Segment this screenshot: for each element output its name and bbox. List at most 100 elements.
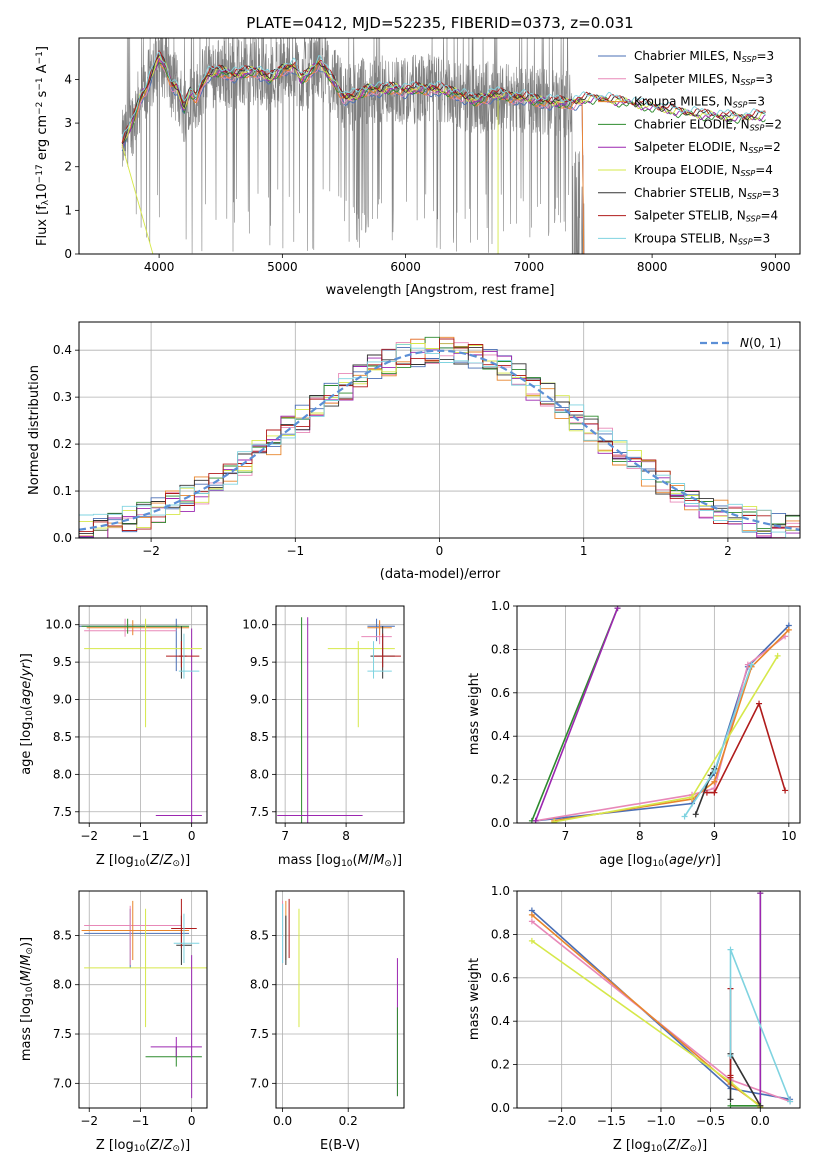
x-tick-label: −2.0 (547, 1114, 576, 1128)
y-tick-label: 2 (64, 160, 72, 174)
weight-line (554, 629, 790, 822)
x-axis-label: Z [log10(Z/Z⊙)] (96, 1138, 190, 1154)
legend-label: Kroupa ELODIE, NSSP=4 (634, 163, 773, 178)
y-tick-label: 0.6 (491, 971, 510, 985)
y-tick-label: 1.0 (491, 599, 510, 613)
x-axis-label: Z [log10(Z/Z⊙)] (613, 1138, 707, 1154)
x-tick-label: 6000 (390, 260, 421, 274)
y-axis-label: Normed distribution (27, 365, 42, 495)
figure-title: PLATE=0412, MJD=52235, FIBERID=0373, z=0… (246, 14, 633, 32)
x-tick-label: 7 (281, 829, 289, 843)
data-point (689, 793, 696, 800)
y-tick-label: 0.8 (491, 642, 510, 656)
x-tick-label: −1.0 (646, 1114, 675, 1128)
y-tick-label: 4 (64, 72, 72, 86)
axes-frame (78, 890, 208, 1109)
x-tick-label: 0.0 (273, 1114, 292, 1128)
model-line-kroupa-stelib (121, 51, 766, 138)
data-point (711, 778, 718, 785)
y-tick-label: 9.0 (250, 693, 269, 707)
y-tick-label: 0.4 (53, 343, 72, 357)
axes-frame (78, 605, 208, 824)
y-tick-label: 7.5 (53, 805, 72, 819)
y-tick-label: 1.0 (491, 884, 510, 898)
legend-label: Kroupa STELIB, NSSP=3 (634, 231, 770, 246)
weight-line (706, 701, 786, 794)
data-point (551, 818, 558, 823)
weight-line (729, 1050, 761, 1107)
axes-frame (516, 605, 801, 824)
y-tick-label: 0.4 (491, 1014, 510, 1028)
data-point (727, 946, 734, 953)
data-point (727, 1052, 734, 1059)
x-tick-label: −1 (286, 544, 304, 558)
data-point (748, 661, 755, 668)
x-tick-label: 0.0 (751, 1114, 770, 1128)
y-tick-label: 8.5 (53, 730, 72, 744)
y-tick-label: 0.0 (491, 1101, 510, 1115)
x-tick-label: −2 (80, 1114, 98, 1128)
data-spectrum-line (121, 38, 585, 254)
y-axis-label: Flux [fλ10−17 erg cm−2 s−1 A−1] (35, 46, 51, 246)
data-point (692, 811, 699, 818)
x-tick-label: 1 (580, 544, 588, 558)
weight_vs_Z-panel: −2.0 −1.5 −1.0 −0.5 0.0 0.0 0.2 0.4 0.6 0.8 1.0 Z [… (467, 884, 801, 1154)
mass_vs_EBV-plot-area (282, 898, 398, 1097)
legend-label: Kroupa MILES, NSSP=3 (634, 95, 765, 110)
data-point (528, 937, 535, 944)
x-axis-label: mass [log10(M/M⊙)] (278, 853, 402, 869)
y-tick-label: 0.2 (491, 1058, 510, 1072)
y-tick-label: 8.5 (250, 730, 269, 744)
y-tick-label: 8.0 (250, 978, 269, 992)
x-tick-label: 8 (342, 829, 350, 843)
mass_vs_Z-panel: −2 −1 0 7.0 7.5 8.0 8.5 Z [log10(Z/Z⊙)] mass [lo… (19, 890, 208, 1154)
x-tick-label: 0.2 (339, 1114, 358, 1128)
y-tick-label: 9.0 (53, 693, 72, 707)
y-tick-label: 0.1 (53, 484, 72, 498)
mass_vs_Z-plot-area (81, 898, 207, 1099)
x-tick-label: −1 (132, 1114, 150, 1128)
x-tick-label: −2 (142, 544, 160, 558)
legend-label: Salpeter STELIB, NSSP=4 (634, 209, 778, 224)
y-tick-label: 1 (64, 203, 72, 217)
legend-label: Chabrier ELODIE, NSSP=2 (634, 117, 782, 132)
x-tick-label: −0.5 (696, 1114, 725, 1128)
axes-frame (275, 605, 405, 824)
legend-label: Salpeter ELODIE, NSSP=2 (634, 140, 781, 155)
mass_vs_EBV-panel: 0.0 0.2 7.0 7.5 8.0 8.5 E(B-V) (250, 890, 405, 1153)
y-axis-label: mass weight (467, 673, 482, 755)
y-tick-label: 8.0 (250, 767, 269, 781)
y-tick-label: 0 (64, 247, 72, 261)
data-point (703, 789, 710, 796)
weight-line (534, 607, 619, 822)
y-tick-label: 8.0 (53, 767, 72, 781)
x-tick-label: 8000 (637, 260, 668, 274)
axes-frame (516, 890, 801, 1109)
y-tick-label: 0.2 (53, 437, 72, 451)
data-point (727, 1096, 734, 1103)
residuals-panel: −2 −1 0 1 2 0.0 0.1 0.2 0.3 0.4 N(0, 1) (data-model… (27, 321, 801, 582)
data-point (756, 700, 763, 707)
axes-frame (78, 37, 801, 255)
y-tick-label: 9.5 (250, 655, 269, 669)
x-tick-label: 0 (436, 544, 444, 558)
x-tick-label: −2 (80, 829, 98, 843)
axes-frame (275, 890, 405, 1109)
x-tick-label: 4000 (144, 260, 175, 274)
weight-line (531, 940, 761, 1108)
y-tick-label: 8.5 (250, 928, 269, 942)
y-tick-label: 0.8 (491, 927, 510, 941)
age_vs_Z-panel: −2 −1 0 7.5 8.0 8.5 9.0 9.5 10.0 Z [log10(Z/Z⊙)] a… (19, 605, 208, 869)
x-tick-label: 0 (188, 1114, 196, 1128)
x-tick-label: 10 (781, 829, 796, 843)
y-tick-label: 0.2 (491, 773, 510, 787)
data-point (528, 918, 535, 925)
y-tick-label: 7.5 (250, 805, 269, 819)
spectrum-plot-area (121, 38, 766, 254)
y-tick-label: 7.0 (53, 1076, 72, 1090)
data-point (711, 789, 718, 796)
y-tick-label: 7.5 (53, 1027, 72, 1041)
y-tick-label: 0.4 (491, 729, 510, 743)
y-axis-label: mass [log10(M/M⊙)] (19, 937, 35, 1061)
